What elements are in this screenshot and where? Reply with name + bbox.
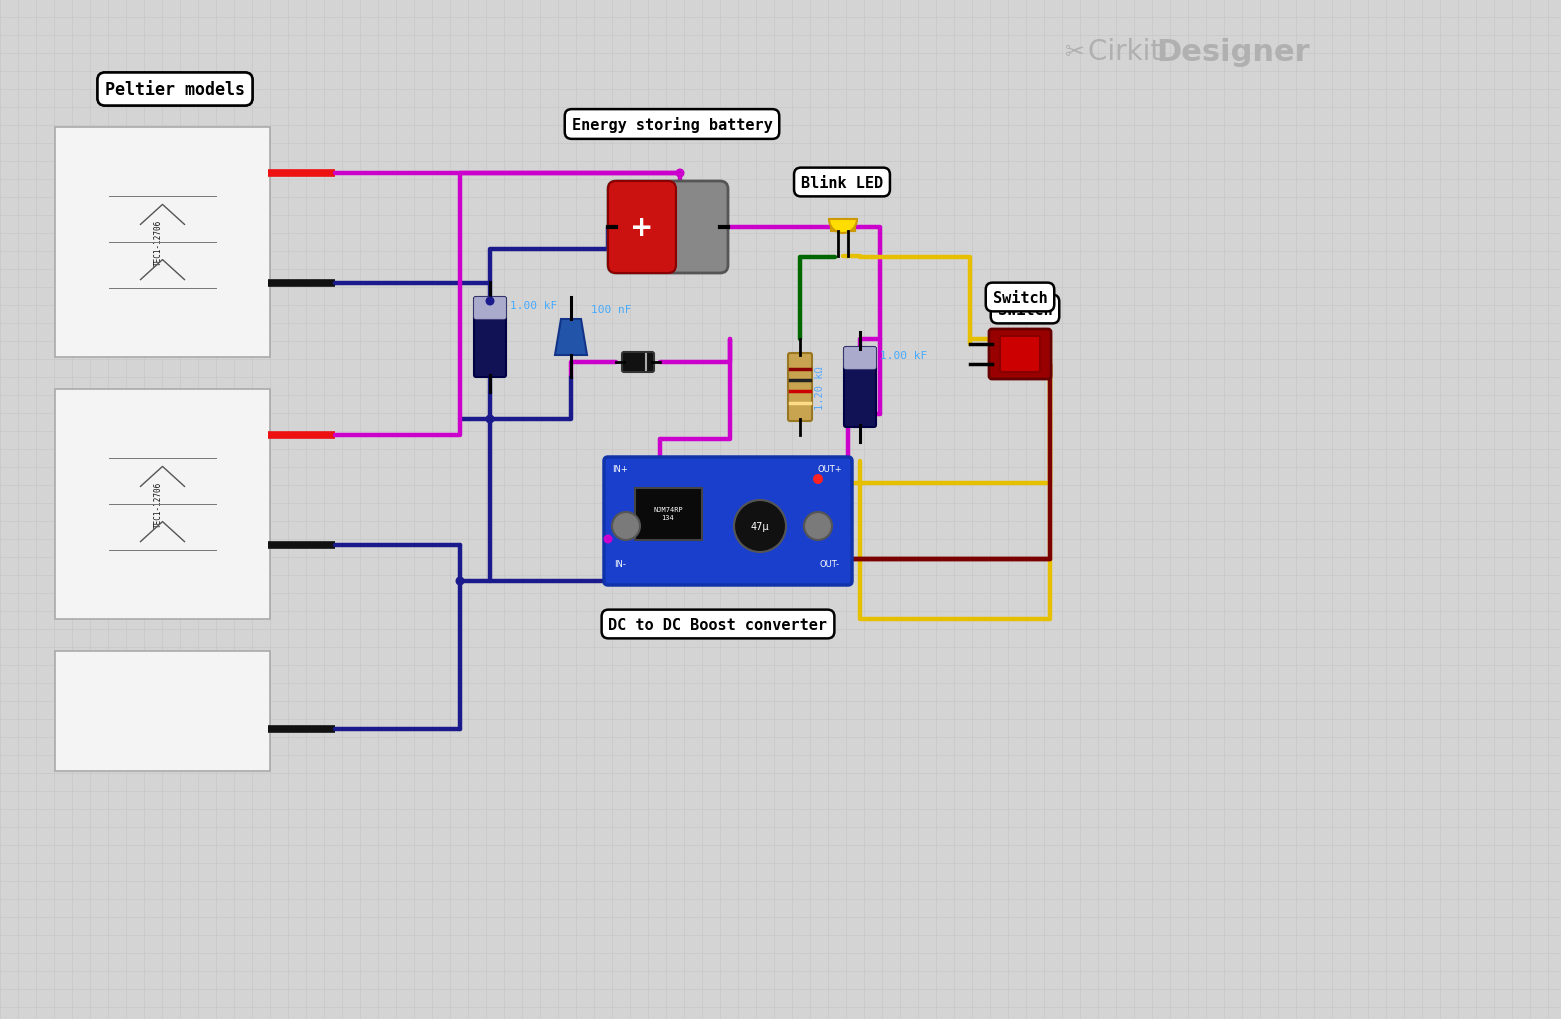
Circle shape bbox=[604, 535, 612, 544]
FancyBboxPatch shape bbox=[475, 298, 506, 320]
Text: 1.00 kF: 1.00 kF bbox=[880, 351, 927, 361]
FancyBboxPatch shape bbox=[55, 127, 270, 358]
FancyBboxPatch shape bbox=[475, 298, 506, 378]
FancyBboxPatch shape bbox=[845, 347, 876, 370]
FancyBboxPatch shape bbox=[1001, 336, 1040, 373]
Text: IN-: IN- bbox=[613, 559, 626, 569]
Circle shape bbox=[456, 577, 465, 586]
FancyBboxPatch shape bbox=[830, 220, 855, 231]
Text: Blink LED: Blink LED bbox=[801, 175, 884, 191]
FancyBboxPatch shape bbox=[607, 181, 676, 274]
Text: ✂: ✂ bbox=[1065, 40, 1085, 64]
Circle shape bbox=[612, 513, 640, 540]
Text: Cirkit: Cirkit bbox=[1088, 38, 1171, 66]
Text: OUT+: OUT+ bbox=[818, 465, 843, 474]
Text: TEC1-12706: TEC1-12706 bbox=[153, 220, 162, 266]
Text: Energy storing battery: Energy storing battery bbox=[571, 117, 773, 132]
FancyBboxPatch shape bbox=[990, 330, 1051, 380]
FancyBboxPatch shape bbox=[621, 353, 654, 373]
FancyBboxPatch shape bbox=[55, 389, 270, 620]
FancyBboxPatch shape bbox=[607, 181, 727, 274]
FancyBboxPatch shape bbox=[635, 488, 702, 540]
Circle shape bbox=[734, 500, 787, 552]
Text: OUT-: OUT- bbox=[820, 559, 840, 569]
Circle shape bbox=[676, 169, 685, 178]
FancyBboxPatch shape bbox=[845, 347, 876, 428]
FancyBboxPatch shape bbox=[55, 651, 270, 771]
Text: 1.00 kF: 1.00 kF bbox=[510, 301, 557, 311]
Text: +: + bbox=[631, 214, 654, 242]
Text: 1.20 kΩ: 1.20 kΩ bbox=[815, 366, 826, 410]
Text: Designer: Designer bbox=[1157, 38, 1310, 66]
Circle shape bbox=[804, 513, 832, 540]
Polygon shape bbox=[556, 320, 587, 356]
Wedge shape bbox=[829, 220, 857, 233]
Text: DC to DC Boost converter: DC to DC Boost converter bbox=[609, 616, 827, 632]
FancyBboxPatch shape bbox=[604, 458, 852, 586]
Circle shape bbox=[813, 475, 823, 484]
Text: Switch: Switch bbox=[997, 303, 1052, 317]
Circle shape bbox=[485, 298, 495, 306]
Text: TEC1-12706: TEC1-12706 bbox=[153, 481, 162, 528]
Circle shape bbox=[485, 415, 495, 424]
Text: Switch: Switch bbox=[993, 290, 1047, 306]
FancyBboxPatch shape bbox=[788, 354, 812, 422]
Text: NJM74RP
134: NJM74RP 134 bbox=[652, 507, 682, 520]
Text: IN+: IN+ bbox=[612, 465, 628, 474]
Text: Peltier models: Peltier models bbox=[105, 81, 245, 99]
Text: 100 nF: 100 nF bbox=[592, 305, 632, 315]
Text: Peltier models: Peltier models bbox=[105, 81, 245, 99]
Text: 47μ: 47μ bbox=[751, 522, 770, 532]
